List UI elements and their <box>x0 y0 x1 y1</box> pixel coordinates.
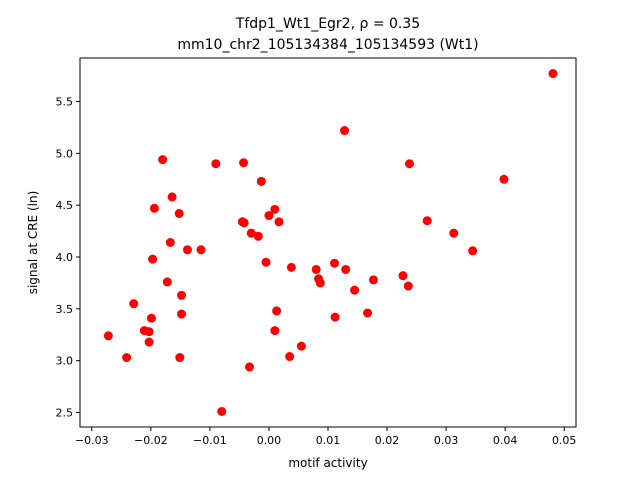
data-point <box>329 258 339 268</box>
data-point <box>449 228 459 238</box>
data-point <box>129 299 139 309</box>
x-tick-label: −0.03 <box>75 434 109 447</box>
x-tick-label: 0.03 <box>434 434 459 447</box>
data-point <box>149 203 159 213</box>
y-tick-label: 4.5 <box>56 199 74 212</box>
data-point <box>261 257 271 267</box>
data-point <box>398 271 408 281</box>
x-axis-label: motif activity <box>288 456 367 470</box>
data-point <box>363 308 373 318</box>
data-point <box>285 352 295 362</box>
plot-area-frame <box>79 57 577 428</box>
y-axis-ticks: 2.5 3.0 3.5 4.0 4.5 5.0 5.5 <box>56 96 80 419</box>
y-tick-label: 5.0 <box>56 147 74 160</box>
data-point <box>548 69 558 79</box>
data-point <box>315 278 325 288</box>
chart-title-line2: mm10_chr2_105134384_105134593 (Wt1) <box>177 37 478 53</box>
data-point <box>217 406 227 416</box>
data-point <box>270 326 280 336</box>
x-tick-label: 0.02 <box>375 434 400 447</box>
y-axis-label: signal at CRE (ln) <box>26 191 40 295</box>
data-point <box>239 218 249 228</box>
data-point <box>244 362 254 372</box>
data-point <box>165 238 175 247</box>
data-point <box>162 277 172 287</box>
chart-title-line1: Tfdp1_Wt1_Egr2, ρ = 0.35 <box>235 16 420 32</box>
data-point <box>404 159 414 169</box>
data-point <box>256 176 266 186</box>
data-point <box>270 204 280 214</box>
data-point <box>296 341 306 351</box>
data-point <box>264 211 274 221</box>
y-tick-label: 4.0 <box>56 251 74 264</box>
data-points <box>103 69 558 416</box>
y-tick-label: 3.0 <box>56 355 74 368</box>
x-tick-label: 0.00 <box>257 434 282 447</box>
data-point <box>144 337 154 347</box>
data-point <box>368 275 378 285</box>
data-point <box>146 313 156 323</box>
data-point <box>253 231 263 241</box>
data-point <box>148 254 158 264</box>
data-point <box>311 264 321 274</box>
data-point <box>182 245 192 255</box>
data-point <box>246 228 256 238</box>
x-tick-label: −0.01 <box>193 434 227 447</box>
x-tick-label: 0.04 <box>493 434 518 447</box>
data-point <box>211 159 221 169</box>
x-tick-label: 0.05 <box>552 434 577 447</box>
data-point <box>272 306 282 316</box>
data-point <box>177 290 187 300</box>
data-point <box>175 353 185 363</box>
data-point <box>239 158 249 168</box>
data-point <box>167 192 177 202</box>
data-point <box>330 312 340 322</box>
data-point <box>158 155 168 165</box>
y-tick-label: 5.5 <box>56 96 74 109</box>
data-point <box>144 327 154 337</box>
data-point <box>403 281 413 291</box>
x-tick-label: −0.02 <box>134 434 168 447</box>
data-point <box>196 245 206 255</box>
data-point <box>174 208 184 218</box>
y-tick-label: 2.5 <box>56 406 74 419</box>
data-point <box>422 216 432 226</box>
x-tick-label: 0.01 <box>316 434 341 447</box>
data-point <box>499 174 509 184</box>
data-point <box>350 285 360 295</box>
data-point <box>340 126 350 136</box>
data-point <box>177 309 187 319</box>
data-point <box>341 264 351 274</box>
data-point <box>122 353 132 363</box>
data-point <box>103 331 113 341</box>
data-point <box>274 217 284 227</box>
x-axis-ticks: −0.03 −0.02 −0.01 0.00 0.01 0.02 0.03 0.04 0.05 <box>75 427 576 447</box>
data-point <box>468 246 478 256</box>
data-point <box>286 262 296 272</box>
y-tick-label: 3.5 <box>56 303 74 316</box>
